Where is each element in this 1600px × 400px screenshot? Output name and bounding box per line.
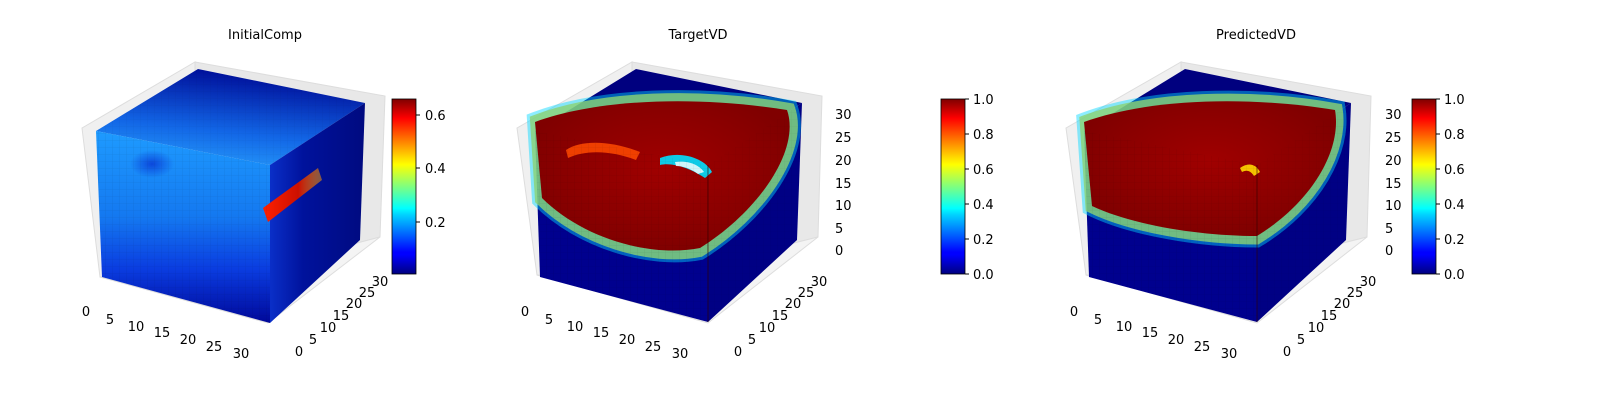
x-tick-label: 10	[128, 320, 145, 335]
z-tick-label: 0	[835, 244, 843, 259]
y-tick-label: 20	[1334, 297, 1351, 312]
z-tick-label: 10	[835, 199, 852, 214]
z-tick-label: 20	[1385, 154, 1402, 169]
x-tick-label: 15	[593, 326, 610, 341]
colorbar-gradient	[391, 98, 417, 275]
x-tick-label: 10	[567, 320, 584, 335]
x-tick-label: 25	[1194, 340, 1211, 355]
y-tick-label: 5	[748, 333, 756, 348]
colorbar-tick-label: 0.2	[1444, 233, 1465, 248]
y-tick-label: 20	[346, 297, 363, 312]
x-tick-label: 0	[521, 305, 529, 320]
y-tick-label: 25	[798, 286, 815, 301]
x-tick-label: 0	[82, 305, 90, 320]
x-tick-label: 30	[233, 347, 250, 362]
y-tick-label: 10	[759, 321, 776, 336]
y-tick-label: 25	[359, 286, 376, 301]
z-tick-label: 25	[835, 131, 852, 146]
colorbar-tick-label: 0.2	[425, 216, 446, 231]
x-tick-label: 20	[180, 333, 197, 348]
x-tick-label: 30	[1221, 347, 1238, 362]
y-tick-label: 0	[1283, 345, 1291, 360]
z-tick-label: 30	[835, 108, 852, 123]
volume-cube	[1076, 69, 1351, 322]
y-tick-label: 5	[1297, 333, 1305, 348]
x-tick-label: 5	[545, 313, 553, 328]
x-tick-label: 0	[1070, 305, 1078, 320]
y-tick-label: 15	[1321, 309, 1338, 324]
y-axis: 0 5 10 15 20 25 30	[1283, 275, 1376, 360]
colorbar: 0.0 0.2 0.4 0.6 0.8 1.0	[1411, 93, 1465, 283]
chart-title: TargetVD	[667, 28, 727, 43]
z-tick-label: 10	[1385, 199, 1402, 214]
colorbar-tick-label: 1.0	[973, 93, 994, 108]
x-tick-label: 20	[1168, 333, 1185, 348]
colorbar: 0.0 0.2 0.4 0.6 0.8 1.0	[940, 93, 994, 283]
y-axis: 0 5 10 15 20 25 30	[734, 275, 827, 360]
colorbar-tick-label: 1.0	[1444, 93, 1465, 108]
volume-cube	[96, 69, 365, 323]
cube-side-face	[270, 103, 365, 323]
y-tick-label: 15	[772, 309, 789, 324]
x-axis: 0 5 10 15 20 25 30	[521, 305, 688, 362]
colorbar-tick-label: 0.6	[973, 163, 994, 178]
colorbar-gradient	[1411, 98, 1437, 275]
chart-title: PredictedVD	[1216, 28, 1296, 43]
colorbar-tick-label: 0.0	[973, 268, 994, 283]
y-tick-label: 10	[1308, 321, 1325, 336]
x-tick-label: 20	[619, 333, 636, 348]
y-tick-label: 5	[309, 333, 317, 348]
colorbar-tick-label: 0.4	[425, 162, 446, 177]
z-tick-label: 15	[1385, 177, 1402, 192]
z-tick-label: 5	[1385, 222, 1393, 237]
x-tick-label: 15	[154, 326, 171, 341]
hot-streak	[263, 168, 322, 222]
x-tick-label: 30	[672, 347, 689, 362]
y-tick-label: 30	[1360, 275, 1377, 290]
z-tick-label: 0	[1385, 244, 1393, 259]
chart-title: InitialComp	[228, 28, 302, 43]
y-tick-label: 0	[295, 345, 303, 360]
colorbar-tick-label: 0.6	[1444, 163, 1465, 178]
panel-targetvd: TargetVD 0 5 10 15 20 25	[516, 28, 994, 362]
colorbar-tick-label: 0.4	[1444, 198, 1465, 213]
colorbar-gradient	[940, 98, 966, 275]
z-axis: 0 5 10 15 20 25 30	[1385, 108, 1402, 259]
y-tick-label: 25	[1347, 286, 1364, 301]
z-tick-label: 5	[835, 222, 843, 237]
y-tick-label: 0	[734, 345, 742, 360]
x-tick-label: 25	[206, 340, 223, 355]
colorbar-tick-label: 0.4	[973, 198, 994, 213]
x-tick-label: 5	[1094, 313, 1102, 328]
colorbar-tick-label: 0.8	[973, 128, 994, 143]
x-axis: 0 5 10 15 20 25 30	[82, 305, 249, 362]
z-tick-label: 30	[1385, 108, 1402, 123]
y-tick-label: 20	[785, 297, 802, 312]
y-tick-label: 15	[333, 309, 350, 324]
x-tick-label: 10	[1116, 320, 1133, 335]
colorbar-tick-label: 0.6	[425, 109, 446, 124]
panel-initialcomp: InitialComp 0 5 10 15 20 25 30	[81, 28, 446, 362]
colorbar-tick-label: 0.2	[973, 233, 994, 248]
x-tick-label: 5	[106, 313, 114, 328]
x-tick-label: 15	[1142, 326, 1159, 341]
colorbar-tick-label: 0.8	[1444, 128, 1465, 143]
y-tick-label: 30	[372, 275, 389, 290]
y-tick-label: 10	[320, 321, 337, 336]
y-axis: 0 5 10 15 20 25 30	[295, 275, 388, 360]
z-tick-label: 15	[835, 177, 852, 192]
z-axis: 0 5 10 15 20 25 30	[835, 108, 852, 259]
panel-predictedvd: PredictedVD 0 5 10 15 20 25 30	[1065, 28, 1465, 362]
x-tick-label: 25	[645, 340, 662, 355]
volume-cube	[526, 69, 802, 322]
z-tick-label: 20	[835, 154, 852, 169]
z-tick-label: 25	[1385, 131, 1402, 146]
colorbar-tick-label: 0.0	[1444, 268, 1465, 283]
colorbar: 0.2 0.4 0.6	[391, 98, 446, 275]
x-axis: 0 5 10 15 20 25 30	[1070, 305, 1237, 362]
y-tick-label: 30	[811, 275, 828, 290]
